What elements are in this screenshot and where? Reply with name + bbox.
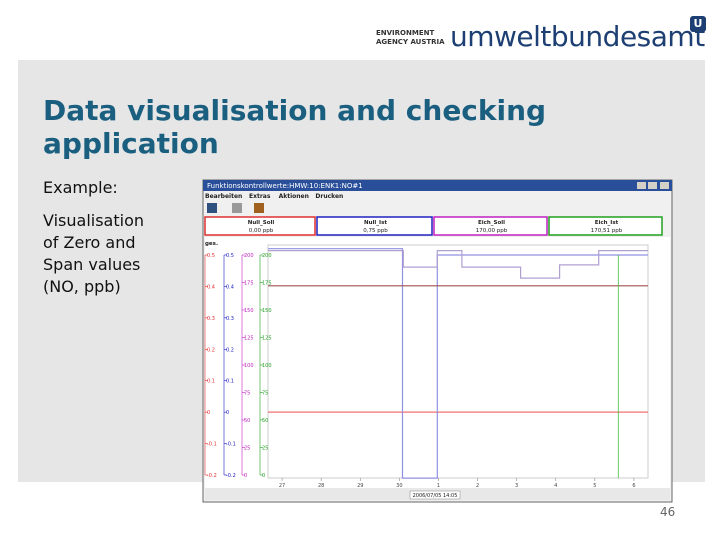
- panel-value: 0,75 ppb: [363, 228, 388, 234]
- y-tick-label: 175: [244, 281, 254, 287]
- x-tick-label: 5: [593, 483, 596, 489]
- y-tick-label: 0.2: [207, 347, 215, 353]
- page-number: 46: [660, 505, 676, 519]
- y-tick-label: 50: [244, 418, 250, 424]
- example-label: Example:: [43, 178, 118, 197]
- y-tick-label: 0.3: [226, 316, 234, 322]
- menu-item[interactable]: Aktionen: [279, 193, 309, 200]
- y-tick-label: 0.3: [207, 316, 215, 322]
- y-tick-label: 100: [262, 363, 272, 369]
- y-tick-label: 0: [244, 473, 247, 479]
- logo-line: ENVIRONMENT: [376, 29, 435, 37]
- logo-name: umweltbundesamt: [450, 20, 705, 53]
- cursor-box: [409, 490, 461, 500]
- logo-mark: U: [690, 16, 706, 32]
- cursor-label: 2006/07/05 14:05: [413, 493, 458, 499]
- x-tick-label: 30: [396, 483, 402, 489]
- panel-name: Eich_Ist: [595, 220, 619, 226]
- y-tick-label: 150: [262, 308, 272, 314]
- y-tick-label: 75: [262, 391, 268, 397]
- x-tick-label: 6: [632, 483, 635, 489]
- axis-title: ges.: [205, 241, 218, 247]
- y-tick-label: 50: [262, 418, 268, 424]
- y-tick-label: 75: [244, 391, 250, 397]
- tool-button[interactable]: [254, 203, 264, 213]
- series-line: [268, 248, 648, 479]
- series-line: [268, 250, 648, 279]
- x-tick-label: 3: [515, 483, 518, 489]
- minimize-button[interactable]: [637, 182, 646, 189]
- panel-value: 170,00 ppb: [476, 228, 508, 234]
- y-tick-label: 0.5: [226, 253, 234, 259]
- description: Visualisation of Zero and Span values (N…: [43, 211, 144, 296]
- value-panel: [548, 216, 663, 236]
- x-tick-label: 28: [318, 483, 324, 489]
- y-tick-label: 0.4: [207, 284, 215, 290]
- y-tick-label: 100: [244, 363, 254, 369]
- panel-value: 0,00 ppb: [249, 228, 274, 234]
- y-tick-label: -0.1: [207, 442, 217, 448]
- logo-text: ENVIRONMENT AGENCY AUSTRIA: [376, 29, 445, 47]
- x-tick-label: 27: [279, 483, 285, 489]
- value-panel: [433, 216, 548, 236]
- panel-name: Null_Ist: [364, 220, 387, 226]
- plot-frame: [267, 244, 649, 479]
- y-tick-label: -0.2: [226, 473, 236, 479]
- tool-button[interactable]: [207, 203, 217, 213]
- panel-name: Null_Soll: [248, 220, 275, 226]
- panel-name: Eich_Soll: [478, 220, 505, 226]
- panel-value: 170,51 ppb: [591, 228, 623, 234]
- y-tick-label: -0.2: [207, 473, 217, 479]
- y-tick-label: 200: [262, 253, 272, 259]
- slide-title: Data visualisation and checking applicat…: [43, 94, 547, 160]
- y-tick-label: 0.2: [226, 347, 234, 353]
- y-tick-label: -0.1: [226, 442, 236, 448]
- y-tick-label: 0.1: [207, 379, 215, 385]
- y-tick-label: 125: [244, 336, 254, 342]
- y-tick-label: 175: [262, 281, 272, 287]
- y-tick-label: 0.4: [226, 284, 234, 290]
- x-tick-label: 1: [437, 483, 440, 489]
- x-tick-label: 29: [357, 483, 363, 489]
- y-tick-label: 25: [262, 446, 268, 452]
- y-tick-label: 0: [207, 410, 210, 416]
- y-tick-label: 200: [244, 253, 254, 259]
- menu-item[interactable]: Bearbeiten: [205, 193, 242, 200]
- window-title: Funktionskontrollwerte:HMW:10:ENK1:NO#1: [207, 182, 363, 190]
- y-tick-label: 125: [262, 336, 272, 342]
- y-tick-label: 0.5: [207, 253, 215, 259]
- close-button[interactable]: [660, 182, 669, 189]
- menu-item[interactable]: Drucken: [315, 193, 343, 200]
- title-bar: [203, 180, 672, 191]
- y-tick-label: 0: [226, 410, 229, 416]
- logo-line: AGENCY AUSTRIA: [376, 38, 445, 46]
- y-tick-label: 0.1: [226, 379, 234, 385]
- value-panel: [316, 216, 433, 236]
- tool-button[interactable]: [232, 203, 242, 213]
- menu-item[interactable]: Extras: [249, 193, 271, 200]
- y-tick-label: 25: [244, 446, 250, 452]
- y-tick-label: 0: [262, 473, 265, 479]
- maximize-button[interactable]: [648, 182, 657, 189]
- y-tick-label: 150: [244, 308, 254, 314]
- value-panel: [204, 216, 316, 236]
- x-tick-label: 4: [554, 483, 557, 489]
- x-tick-label: 2: [476, 483, 479, 489]
